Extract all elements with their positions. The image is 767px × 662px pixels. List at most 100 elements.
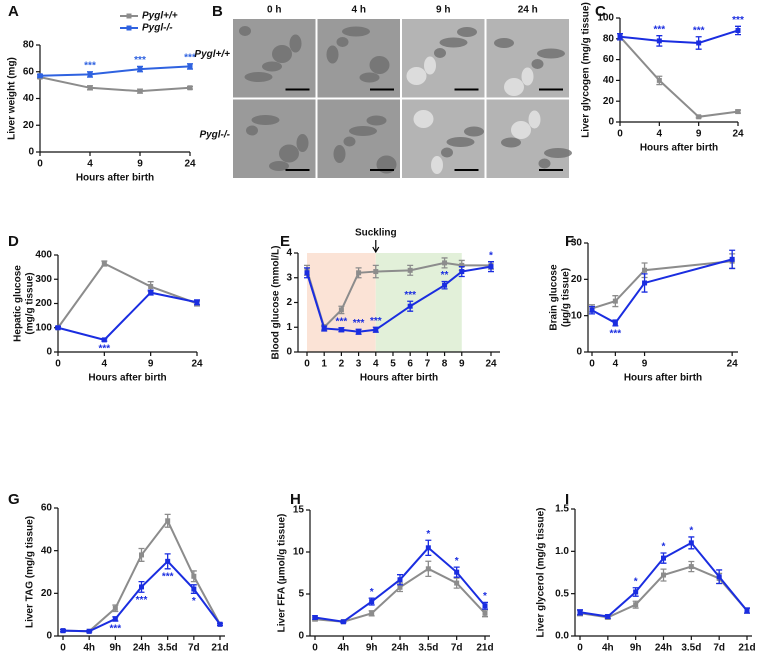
significance-label: ** <box>441 270 449 281</box>
panel-letter: G <box>8 491 20 508</box>
column-label: 24 h <box>518 5 538 16</box>
panel-letter: D <box>8 233 19 250</box>
micrograph-texture <box>336 37 349 47</box>
y-tick-label: 80 <box>23 40 35 51</box>
y-axis-label: (µg/g tissue) <box>561 268 572 327</box>
data-point <box>617 34 623 40</box>
data-point <box>369 610 375 616</box>
data-point <box>633 589 639 595</box>
panel-letter: A <box>8 3 19 20</box>
y-tick-label: 10 <box>571 310 583 321</box>
data-point <box>338 327 344 333</box>
y-tick-label: 0 <box>46 631 52 642</box>
y-tick-label: 1.5 <box>555 504 569 515</box>
y-tick-label: 0.0 <box>555 631 569 642</box>
data-point <box>165 558 171 564</box>
x-tick-label: 0 <box>60 643 66 654</box>
data-point <box>488 264 494 270</box>
y-tick-label: 300 <box>35 274 52 285</box>
x-tick-label: 24h <box>655 643 672 654</box>
series-line <box>591 258 733 325</box>
column-label: 9 h <box>436 5 450 16</box>
annotation: Suckling <box>355 228 397 239</box>
micrograph-texture <box>246 125 258 136</box>
y-tick-label: 0 <box>46 347 52 358</box>
x-tick-label: 5 <box>390 359 396 370</box>
y-tick-label: 0 <box>576 347 582 358</box>
panel-letter: C <box>595 3 606 20</box>
series-line <box>619 36 739 118</box>
data-point <box>744 608 750 614</box>
x-tick-label: 9 <box>642 359 648 370</box>
data-point <box>101 337 107 343</box>
significance-label: * <box>689 526 693 537</box>
y-tick-label: 60 <box>603 54 615 65</box>
panel-letter: E <box>280 233 290 250</box>
significance-label: *** <box>353 318 365 329</box>
x-tick-label: 4h <box>602 643 614 654</box>
data-point <box>482 610 488 616</box>
data-point <box>633 602 639 608</box>
micrograph-texture <box>538 158 551 169</box>
y-tick-label: 30 <box>571 238 583 249</box>
data-point <box>735 27 741 33</box>
data-point <box>191 586 197 592</box>
x-tick-label: 3.5d <box>158 643 178 654</box>
data-point <box>642 267 648 273</box>
y-axis-label: Liver glycogen (mg/g tissue) <box>581 2 592 138</box>
micrograph-texture <box>494 38 514 48</box>
y-tick-label: 40 <box>603 75 615 86</box>
micrograph-texture <box>439 37 468 48</box>
series-line <box>619 29 739 44</box>
annotation-arrowhead <box>372 246 380 254</box>
x-tick-label: 24h <box>133 643 150 654</box>
data-point <box>656 38 662 44</box>
x-tick-label: 4 <box>87 159 93 170</box>
shaded-region <box>307 253 376 352</box>
micrograph-texture <box>528 110 541 129</box>
panel-letter: F <box>565 233 574 250</box>
x-tick-label: 4h <box>83 643 95 654</box>
data-point <box>577 609 583 615</box>
x-tick-label: 9 <box>696 129 702 140</box>
significance-label: *** <box>610 328 622 339</box>
data-point <box>407 267 413 273</box>
x-tick-label: 24 <box>191 359 203 370</box>
significance-label: *** <box>732 15 744 26</box>
x-tick-label: 24 <box>184 159 196 170</box>
y-axis-label: Brain glucose <box>549 264 560 331</box>
y-tick-label: 80 <box>603 33 615 44</box>
micrograph-texture <box>244 72 273 82</box>
x-tick-label: 4 <box>102 359 108 370</box>
x-tick-label: 4h <box>337 643 349 654</box>
y-tick-label: 5 <box>298 589 304 600</box>
data-point <box>304 270 310 276</box>
x-tick-label: 3.5d <box>418 643 438 654</box>
micrograph-texture <box>537 48 565 59</box>
x-tick-label: 2 <box>339 359 345 370</box>
micrograph-texture <box>333 145 346 163</box>
significance-label: * <box>634 576 638 587</box>
x-tick-label: 24 <box>732 129 744 140</box>
micrograph-texture <box>441 147 453 158</box>
y-axis-label: Liver glycerol (mg/g tissue) <box>536 507 547 637</box>
data-point <box>656 77 662 83</box>
data-point <box>55 325 61 331</box>
x-tick-label: 8 <box>442 359 448 370</box>
y-tick-label: 20 <box>23 120 35 131</box>
data-point <box>187 85 193 91</box>
x-tick-label: 9 <box>148 359 154 370</box>
y-axis-label: (mg/g tissue) <box>25 272 36 334</box>
x-tick-label: 21d <box>476 643 493 654</box>
data-point <box>312 615 318 621</box>
significance-label: * <box>455 556 459 567</box>
data-point <box>369 599 375 605</box>
x-tick-label: 3 <box>356 359 362 370</box>
micrograph-texture <box>342 26 370 37</box>
data-point <box>373 327 379 333</box>
x-tick-label: 0 <box>37 159 43 170</box>
data-point <box>397 584 403 590</box>
micrograph <box>486 99 569 178</box>
data-point <box>340 619 346 625</box>
x-tick-label: 9h <box>109 643 121 654</box>
